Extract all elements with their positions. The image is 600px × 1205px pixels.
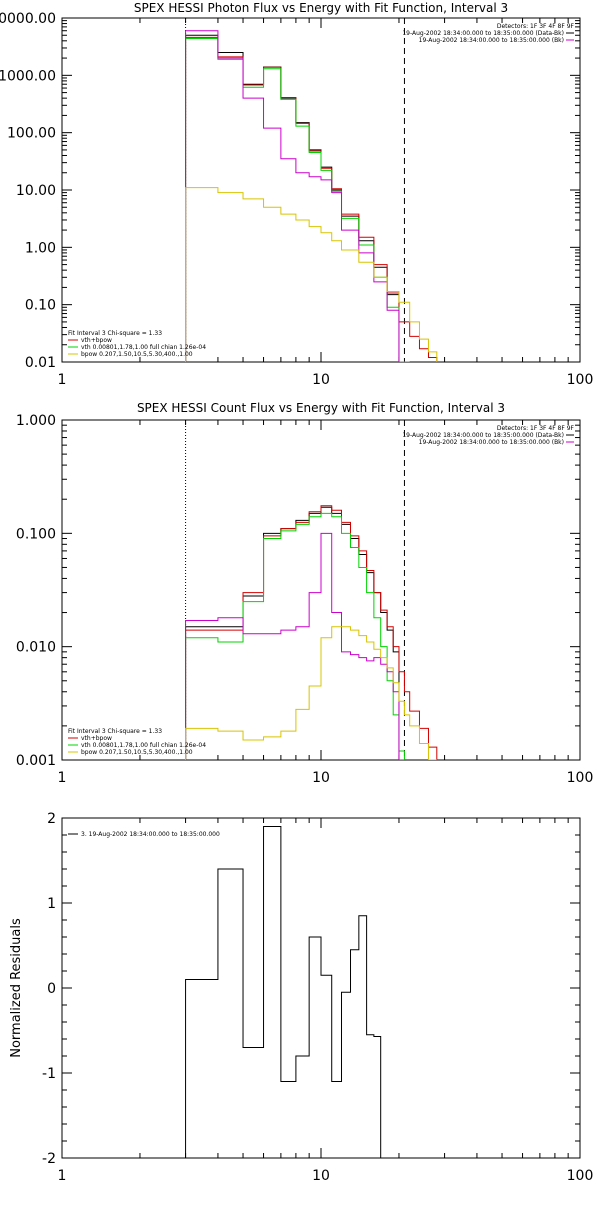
y-tick-label: -1 [42, 1066, 56, 1082]
y-tick-label: 0.010 [16, 640, 56, 656]
y-tick-label: 0 [47, 981, 56, 997]
legend-header: Fit Interval 3 Chi-square = 1.33 [68, 728, 162, 735]
series-bpow [185, 187, 438, 362]
chart-panel-2: SPEX HESSI Count Flux vs Energy with Fit… [16, 401, 593, 786]
legend-entry: vth 0.00801,1.78,1.00 full chian 1.26e-0… [81, 742, 206, 749]
time-range-label: 19-Aug-2002 18:34:00.000 to 18:35:00.000… [419, 439, 564, 446]
y-tick-label: 1 [47, 896, 56, 912]
legend-header: Fit Interval 3 Chi-square = 1.33 [68, 330, 162, 337]
y-tick-label: 1.000 [16, 413, 56, 429]
y-tick-label: 10000.00 [0, 11, 56, 27]
chart-panel-1: SPEX HESSI Photon Flux vs Energy with Fi… [0, 1, 593, 388]
time-range-label: 19-Aug-2002 18:34:00.000 to 18:35:00.000… [402, 432, 564, 439]
y-axis-label: Normalized Residuals [9, 918, 24, 1058]
y-tick-label: 0.100 [16, 526, 56, 542]
series-bk [185, 532, 405, 760]
x-tick-label: 10 [312, 372, 330, 388]
x-tick-label: 1 [58, 770, 67, 786]
y-tick-label: 0.001 [16, 753, 56, 769]
plot-frame [61, 17, 581, 363]
y-tick-label: -2 [42, 1151, 56, 1167]
series-bpow [185, 626, 437, 760]
x-tick-label: 10 [312, 770, 330, 786]
chart-title: SPEX HESSI Count Flux vs Energy with Fit… [137, 401, 505, 415]
x-tick-label: 10 [312, 1168, 330, 1184]
plot-frame [61, 817, 581, 1159]
legend-entry: bpow 0.207,1.50,10.5,5.30,400.,1.00 [81, 749, 193, 756]
legend-entry: vth+bpow [81, 337, 112, 344]
x-tick-label: 100 [567, 1168, 594, 1184]
time-range-label: 19-Aug-2002 18:34:00.000 to 18:35:00.000… [402, 30, 564, 37]
y-tick-label: 0.01 [25, 355, 56, 371]
chart-title: SPEX HESSI Photon Flux vs Energy with Fi… [134, 1, 508, 15]
x-tick-label: 100 [567, 372, 594, 388]
legend-entry: bpow 0.207,1.50,10.5,5.30,400.,1.00 [81, 351, 193, 358]
series-vth-bpow [185, 36, 438, 362]
y-tick-label: 100.00 [7, 126, 56, 142]
y-tick-label: 0.10 [25, 298, 56, 314]
legend-entry: vth+bpow [81, 735, 112, 742]
series-data-bk [185, 506, 400, 760]
detectors-label: Detectors: 1F 3F 4F 8F 9F [497, 425, 575, 432]
detectors-label: Detectors: 1F 3F 4F 8F 9F [497, 23, 575, 30]
x-tick-label: 1 [58, 1168, 67, 1184]
series-vth [185, 512, 405, 760]
time-range-label: 19-Aug-2002 18:34:00.000 to 18:35:00.000… [419, 37, 564, 44]
legend-entry: 3. 19-Aug-2002 18:34:00.000 to 18:35:00.… [81, 831, 220, 838]
x-tick-label: 100 [567, 770, 594, 786]
y-tick-label: 2 [47, 811, 56, 827]
y-tick-label: 1000.00 [0, 68, 56, 84]
series-bk [185, 30, 400, 362]
series-data-bk [185, 34, 400, 362]
legend-entry: vth 0.00801,1.78,1.00 full chian 1.26e-0… [81, 344, 206, 351]
y-tick-label: 1.00 [25, 240, 56, 256]
series-vth [185, 37, 410, 362]
series-residuals [185, 826, 382, 1158]
x-tick-label: 1 [58, 372, 67, 388]
chart-panel-3: 1 10 100 -2 -1 0 1 2 Normalized Residuals 3. 19-A… [9, 811, 593, 1184]
y-tick-label: 10.00 [16, 183, 56, 199]
